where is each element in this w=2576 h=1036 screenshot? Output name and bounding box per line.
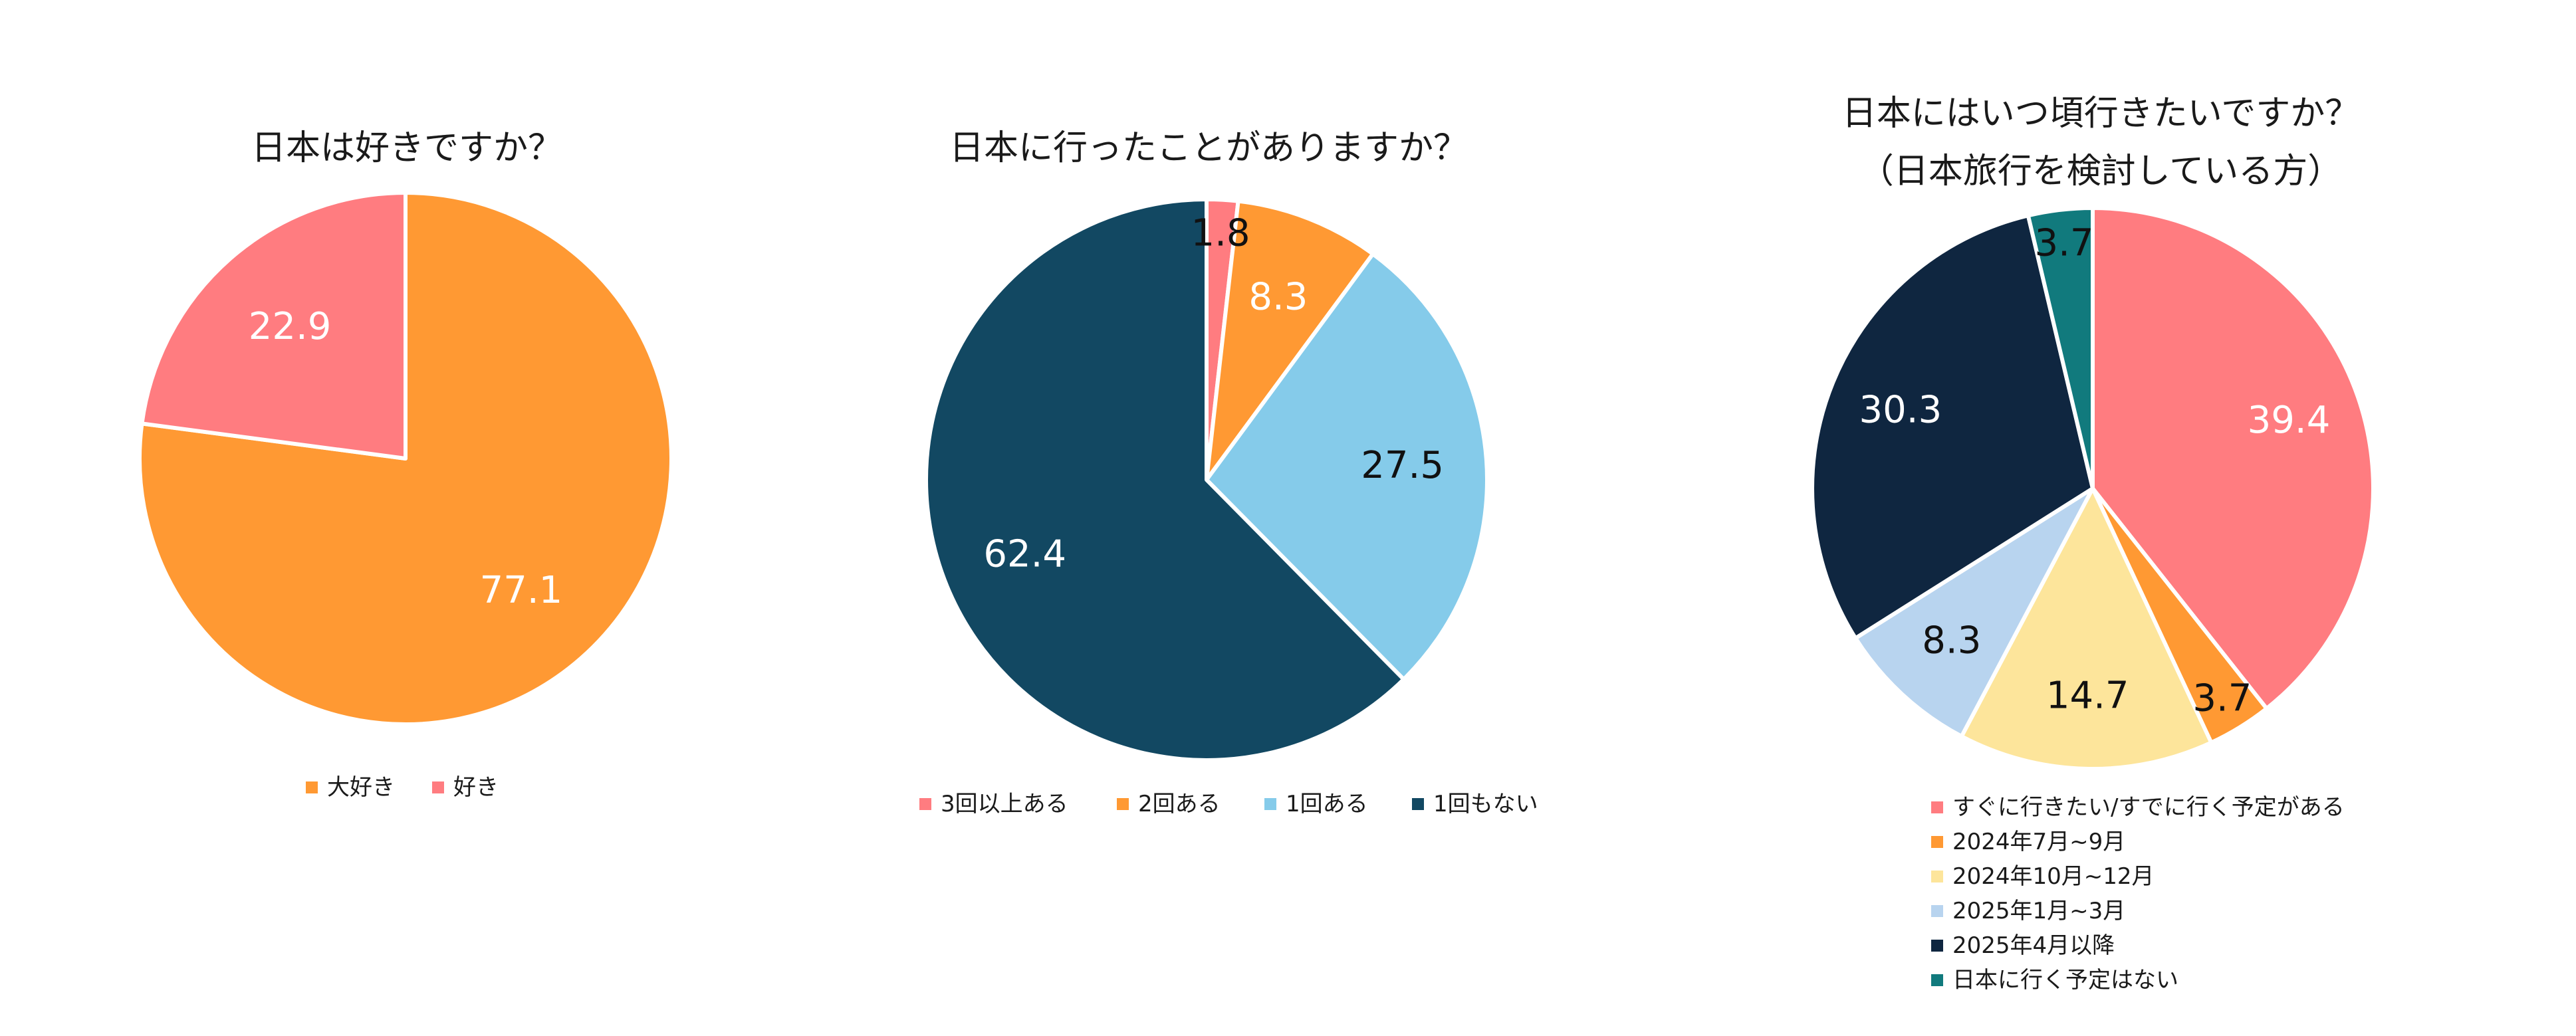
data-label: 14.7 <box>2046 674 2129 718</box>
pie-slice <box>1205 252 1489 682</box>
legend-label: 2024年7月~9月 <box>1952 829 2125 855</box>
data-label: 77.1 <box>480 569 563 612</box>
pie-slice <box>140 191 408 461</box>
data-label: 27.5 <box>1361 444 1444 487</box>
pie-slice <box>1853 486 2095 739</box>
legend-swatch <box>1412 798 1424 810</box>
legend: すぐに行きたい/すでに行く予定がある 2024年7月~9月 2024年10月~12月… <box>1931 794 2345 993</box>
legend: 大好き 好き <box>306 774 499 801</box>
legend-label: 日本に行く予定はない <box>1952 967 2178 993</box>
data-label: 8.3 <box>1248 276 1308 319</box>
chart-liking-japan: 日本は好きですか？ 77.1 22.9 大好き 好き <box>138 128 673 801</box>
legend-item: すぐに行きたい/すでに行く予定がある <box>1931 794 2345 821</box>
pie-slice <box>1205 199 1375 482</box>
legend-label: 好き <box>453 774 499 801</box>
chart-travel-timing: 日本にはいつ頃行きたいですか？ （日本旅行を検討している方） 39.4 3.7 14… <box>1810 94 2375 993</box>
data-label: 1.8 <box>1191 212 1250 255</box>
legend-swatch <box>306 781 318 793</box>
legend-label: 2回ある <box>1138 791 1221 817</box>
legend-item: 2025年1月~3月 <box>1931 898 2125 924</box>
pie-slices: 77.1 22.9 <box>138 191 673 726</box>
pie-slice <box>1810 213 2095 641</box>
legend-label: 2025年4月以降 <box>1952 932 2115 959</box>
chart-title: 日本に行ったことがありますか？ <box>949 128 1468 168</box>
data-label: 22.9 <box>249 305 332 348</box>
legend-label: 3回以上ある <box>941 791 1068 817</box>
chart-title: 日本は好きですか？ <box>251 128 562 168</box>
legend-swatch <box>1931 836 1943 848</box>
legend-item: 2025年4月以降 <box>1931 932 2115 959</box>
data-label: 3.7 <box>2192 677 2252 720</box>
legend-label: 大好き <box>327 774 395 801</box>
legend-swatch <box>1931 974 1943 986</box>
legend-item: 日本に行く予定はない <box>1931 967 2178 993</box>
legend-swatch <box>1931 905 1943 917</box>
legend-item: 2024年10月~12月 <box>1931 863 2155 890</box>
data-label: 62.4 <box>983 533 1066 576</box>
pie-slice <box>2091 206 2375 711</box>
legend-item: 3回以上ある <box>919 791 1068 817</box>
legend-label: 2024年10月~12月 <box>1952 863 2155 890</box>
chart-visited-japan: 日本に行ったことがありますか？ 1.8 8.3 27.5 62.4 3回以上ある 2回あ… <box>919 128 1538 817</box>
pie-slices: 39.4 3.7 14.7 8.3 30.3 3.7 <box>1810 206 2375 771</box>
legend-label: 2025年1月~3月 <box>1952 898 2125 924</box>
legend-swatch <box>1117 798 1129 810</box>
legend-item: 2回ある <box>1117 791 1221 817</box>
chart-subtitle: （日本旅行を検討している方） <box>1859 152 2342 191</box>
legend-swatch <box>1931 871 1943 882</box>
legend: 3回以上ある 2回ある 1回ある 1回もない <box>919 791 1538 817</box>
pie-slice <box>2026 206 2095 490</box>
data-label: 39.4 <box>2248 399 2331 442</box>
legend-swatch <box>1931 940 1943 952</box>
legend-label: 1回もない <box>1433 791 1538 817</box>
legend-item: 1回ある <box>1264 791 1368 817</box>
data-label: 3.7 <box>2034 222 2093 265</box>
pie-slices: 1.8 8.3 27.5 62.4 <box>924 197 1489 762</box>
chart-title: 日本にはいつ頃行きたいですか？ <box>1842 94 2359 134</box>
legend-swatch <box>919 798 931 810</box>
legend-label: すぐに行きたい/すでに行く予定がある <box>1952 794 2345 821</box>
legend-swatch <box>432 781 444 793</box>
pie-slice <box>924 197 1406 762</box>
pie-slice <box>1959 486 2214 771</box>
legend-swatch <box>1931 801 1943 813</box>
legend-item: 1回もない <box>1412 791 1538 817</box>
legend-item: 2024年7月~9月 <box>1931 829 2125 855</box>
data-label: 8.3 <box>1922 619 1981 663</box>
legend-label: 1回ある <box>1286 791 1368 817</box>
legend-item: 好き <box>432 774 499 801</box>
legend-item: 大好き <box>306 774 395 801</box>
data-label: 30.3 <box>1859 388 1942 431</box>
legend-swatch <box>1264 798 1276 810</box>
